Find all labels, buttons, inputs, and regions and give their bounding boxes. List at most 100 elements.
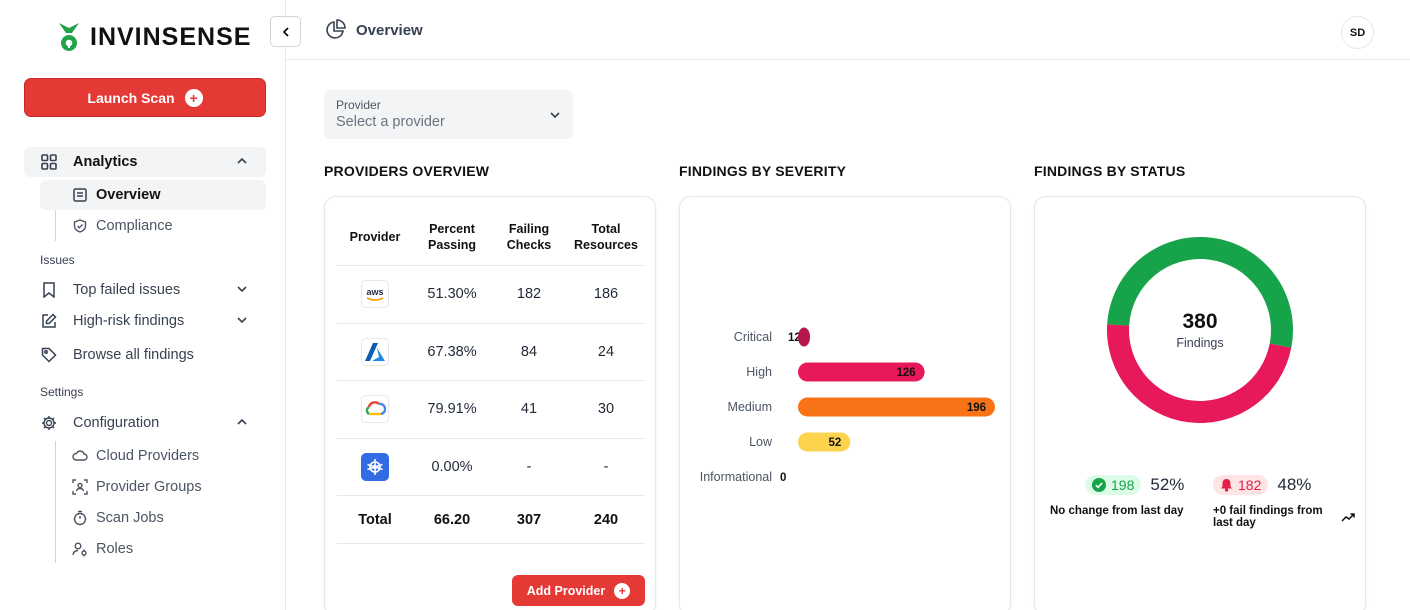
plus-circle-icon: + [184, 88, 203, 107]
failing-checks-cell: 84 [520, 343, 538, 360]
fail-percent: 48% [1277, 475, 1312, 494]
sidebar-item-cloud-providers[interactable]: Cloud Providers [40, 441, 266, 471]
donut-pass-segment[interactable] [1107, 236, 1293, 348]
collapse-sidebar-button[interactable] [270, 16, 301, 47]
total-label: Total [358, 511, 392, 528]
tag-icon [40, 346, 58, 364]
sidebar-item-label: Overview [96, 187, 161, 203]
donut-fail-segment[interactable] [1107, 324, 1292, 423]
azure-icon [361, 337, 389, 366]
section-label-issues: Issues [40, 253, 75, 267]
fail-count: 182 [1238, 477, 1262, 493]
add-provider-label: Add Provider [526, 583, 606, 598]
grid-icon [40, 153, 58, 171]
group-icon [72, 479, 88, 495]
table-row[interactable]: aws 51.30% 182 186 [337, 266, 645, 324]
tree-line [55, 181, 56, 241]
severity-value-label: 12 [788, 332, 801, 344]
severity-bar[interactable] [798, 327, 811, 347]
check-circle-icon [1092, 478, 1106, 492]
severity-category-label: High [746, 365, 772, 379]
launch-scan-button[interactable]: Launch Scan + [24, 78, 266, 117]
severity-bar[interactable] [798, 362, 925, 382]
gear-icon [40, 414, 58, 432]
sidebar-item-label: Roles [96, 541, 134, 557]
sidebar-item-compliance[interactable]: Compliance [40, 211, 266, 241]
sidebar-item-label: Browse all findings [73, 347, 194, 363]
add-provider-button[interactable]: Add Provider + [512, 575, 645, 606]
pass-percent: 52% [1150, 475, 1185, 494]
shield-icon [72, 218, 88, 234]
sidebar-item-analytics[interactable]: Analytics [24, 147, 266, 177]
percent-passing-cell: 51.30% [427, 286, 477, 303]
severity-bar-chart: Critical 12 High 126 Medium 196 Low 52 Informati… [700, 327, 995, 484]
sidebar-item-roles[interactable]: Roles [40, 534, 266, 564]
total-resources-cell: 30 [597, 401, 615, 418]
severity-value-label: 52 [828, 437, 841, 449]
sidebar-item-label: Cloud Providers [96, 448, 200, 464]
bell-icon [1221, 479, 1232, 492]
total-resources-cell: 186 [593, 286, 619, 303]
sidebar-item-browse-all-findings[interactable]: Browse all findings [24, 340, 266, 370]
chevron-left-icon [282, 26, 289, 37]
chevron-up-icon [236, 416, 248, 432]
user-avatar[interactable]: SD [1341, 16, 1374, 49]
table-row[interactable]: 67.38% 84 24 [337, 324, 645, 381]
pass-note: No change from last day [1050, 505, 1184, 517]
chevron-down-icon [236, 283, 248, 299]
severity-value-label: 0 [780, 472, 786, 484]
table-row[interactable]: 79.91% 41 30 [337, 381, 645, 439]
pie-chart-icon [326, 19, 346, 39]
overview-icon [72, 187, 88, 203]
brand-name: INVINSENSE [90, 22, 252, 51]
total-resources-cell: - [603, 458, 609, 475]
sidebar: INVINSENSE Launch Scan + Analytics [0, 0, 286, 610]
top-bar [286, 0, 1410, 60]
severity-bar[interactable] [798, 397, 995, 417]
column-header-percent-passing: Percent Passing [428, 222, 476, 252]
pass-count-badge: 198 [1085, 475, 1142, 495]
tree-line [55, 441, 56, 563]
section-label-settings: Settings [40, 385, 84, 399]
failing-checks-cell: - [526, 458, 532, 475]
sidebar-item-scan-jobs[interactable]: Scan Jobs [40, 503, 266, 533]
percent-passing-cell: 79.91% [427, 401, 477, 418]
severity-bar[interactable] [798, 432, 851, 452]
severity-category-label: Critical [734, 330, 772, 344]
brand-logo[interactable]: INVINSENSE [58, 22, 251, 52]
total-failing: 307 [516, 511, 542, 528]
findings-by-status-card: 380 Findings 198 52% No change from last… [1034, 196, 1366, 610]
trend-up-icon [1341, 513, 1355, 522]
fail-stat: 182 48% [1213, 475, 1311, 495]
provider-cell [337, 324, 413, 381]
table-total-row: Total 66.20 307 240 [337, 496, 645, 544]
provider-select[interactable]: Provider Select a provider [324, 90, 573, 139]
sidebar-item-label: Provider Groups [96, 479, 202, 495]
percent-passing-cell: 67.38% [427, 343, 477, 360]
providers-overview-card: Provider Percent Passing Failing Checks … [324, 196, 656, 610]
sidebar-item-overview[interactable]: Overview [40, 180, 266, 210]
chevron-up-icon [236, 155, 248, 171]
sidebar-item-provider-groups[interactable]: Provider Groups [40, 472, 266, 502]
svg-text:aws: aws [366, 287, 383, 297]
severity-category-label: Low [749, 435, 773, 449]
provider-select-label: Provider [336, 98, 381, 112]
findings-by-status-title: FINDINGS BY STATUS [1034, 163, 1186, 179]
severity-value-label: 196 [967, 402, 986, 414]
sidebar-item-high-risk-findings[interactable]: High-risk findings [24, 306, 266, 336]
roles-icon [72, 541, 88, 557]
timer-icon [72, 510, 88, 526]
sidebar-item-configuration[interactable]: Configuration [24, 408, 266, 438]
launch-scan-label: Launch Scan [87, 89, 175, 106]
provider-cell: aws [337, 266, 413, 323]
edit-icon [40, 312, 58, 330]
table-row[interactable]: 0.00% - - [337, 439, 645, 496]
pass-count: 198 [1111, 477, 1135, 493]
fail-count-badge: 182 [1213, 475, 1269, 495]
failing-checks-cell: 41 [520, 401, 538, 418]
column-header-provider: Provider [349, 230, 401, 245]
sidebar-item-top-failed-issues[interactable]: Top failed issues [24, 275, 266, 305]
total-percent: 66.20 [433, 511, 471, 528]
column-header-total-resources: Total Resources [574, 222, 638, 252]
chevron-down-icon [236, 314, 248, 330]
